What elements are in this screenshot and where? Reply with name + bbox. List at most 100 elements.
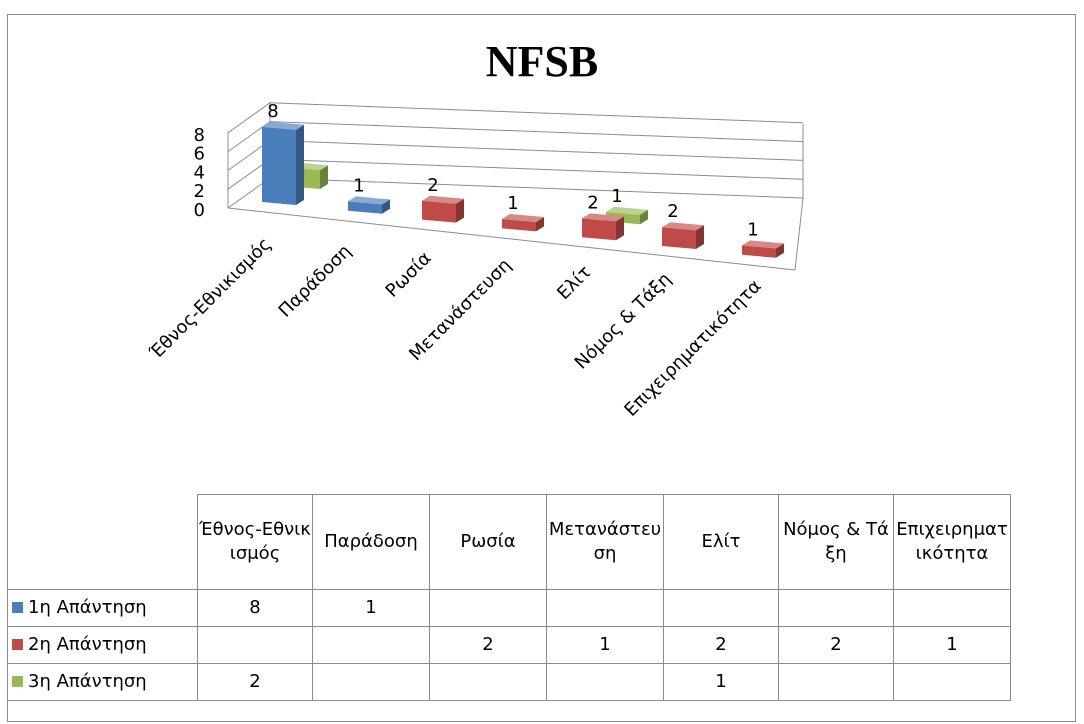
bar-1-5 <box>662 222 704 249</box>
table-cell-1-0 <box>197 626 313 664</box>
table-cell-0-3 <box>546 589 664 627</box>
table-header-row: Έθνος-Εθνικισμός Παράδοση Ρωσία Μετανάστευσ… <box>7 494 1011 590</box>
legend-swatch <box>12 676 23 687</box>
table-row: 1η Απάντηση 8 1 <box>7 589 1011 627</box>
table-row: 2η Απάντηση 2 1 2 2 1 <box>7 626 1011 664</box>
bar-front <box>582 218 616 241</box>
y-tick-label-2: 2 <box>194 181 205 202</box>
data-label-0-0: 8 <box>267 101 278 122</box>
table-cell-1-3: 1 <box>546 626 664 664</box>
table-cell-2-1 <box>312 663 430 701</box>
bar-top <box>422 195 464 204</box>
data-label-1-5: 2 <box>667 201 678 222</box>
data-label-1-4: 2 <box>587 192 598 213</box>
bar-1-4 <box>582 213 624 241</box>
gridline-back-8 <box>269 102 804 124</box>
data-table: Έθνος-Εθνικισμός Παράδοση Ρωσία Μετανάστευσ… <box>7 494 1011 701</box>
table-cell-2-5 <box>778 663 894 701</box>
gridline-back-4 <box>269 139 804 161</box>
table-header-1: Παράδοση <box>312 494 430 590</box>
bar-front <box>348 201 382 214</box>
bar-front <box>742 245 776 258</box>
table-cell-0-1: 1 <box>312 589 430 627</box>
bar-side <box>320 165 328 189</box>
bar-side <box>776 243 784 258</box>
legend-entry-1: 2η Απάντηση <box>7 626 198 664</box>
table-cell-1-1 <box>312 626 430 664</box>
bar-top <box>582 213 624 222</box>
data-label-1-6: 1 <box>747 219 758 240</box>
table-cell-0-0: 8 <box>197 589 313 627</box>
floor-front-edge <box>227 207 796 271</box>
table-header-4: Ελίτ <box>663 494 779 590</box>
table-cell-0-4 <box>663 589 779 627</box>
gridline-back-0 <box>269 177 804 199</box>
bar-front <box>262 126 296 205</box>
bar-1-6 <box>742 240 784 258</box>
data-label-1-2: 2 <box>427 175 438 196</box>
bar-top <box>606 206 648 215</box>
legend-label: 1η Απάντηση <box>28 597 147 618</box>
bar-top <box>348 196 390 205</box>
table-header-6: Επιχειρηματικότητα <box>893 494 1011 590</box>
y-tick-label-8: 8 <box>194 125 205 146</box>
floor-right-edge <box>794 197 804 271</box>
table-cell-2-3 <box>546 663 664 701</box>
x-tick-label-2: Ρωσία <box>382 248 436 302</box>
table-header-5: Νόμος & Τάξη <box>778 494 894 590</box>
table-header-0: Έθνος-Εθνικισμός <box>197 494 313 590</box>
table-corner <box>7 494 198 590</box>
gridline-back-2 <box>269 158 804 180</box>
chart-plot: 02468218121221Έθνος-ΕθνικισμόςΠαράδοσηΡω… <box>145 101 804 421</box>
bar-side <box>382 199 390 214</box>
table-row: 3η Απάντηση 2 1 <box>7 663 1011 701</box>
bar-front <box>422 200 456 223</box>
plot-area <box>227 102 804 271</box>
bar-0-0 <box>262 121 304 205</box>
table-cell-1-6: 1 <box>893 626 1011 664</box>
legend-label: 2η Απάντηση <box>28 634 147 655</box>
gridline-side-8 <box>227 102 271 134</box>
bar-side <box>536 217 544 232</box>
bar-top <box>662 222 704 231</box>
bar-front <box>662 227 696 249</box>
table-header-3: Μετανάστευση <box>546 494 664 590</box>
data-label-1-3: 1 <box>507 193 518 214</box>
table-cell-0-5 <box>778 589 894 627</box>
bar-top <box>742 240 784 249</box>
legend-label: 3η Απάντηση <box>28 671 147 692</box>
table-cell-2-2 <box>429 663 547 701</box>
table-cell-1-4: 2 <box>663 626 779 664</box>
y-tick-label-6: 6 <box>194 144 205 165</box>
bar-side <box>296 124 304 205</box>
legend-entry-2: 3η Απάντηση <box>7 663 198 701</box>
legend-entry-0: 1η Απάντηση <box>7 589 198 627</box>
data-label-0-1: 1 <box>353 175 364 196</box>
bar-top <box>262 121 304 130</box>
y-tick-label-4: 4 <box>194 162 205 183</box>
bar-0-1 <box>348 196 390 214</box>
bar-side <box>456 198 464 223</box>
legend-swatch <box>12 602 23 613</box>
bar-1-3 <box>502 214 544 232</box>
bar-side <box>696 225 704 249</box>
table-cell-2-4: 1 <box>663 663 779 701</box>
x-tick-label-4: Ελίτ <box>553 262 595 304</box>
table-cell-1-2: 2 <box>429 626 547 664</box>
bar-front <box>502 219 536 232</box>
table-cell-1-5: 2 <box>778 626 894 664</box>
table-cell-2-0: 2 <box>197 663 313 701</box>
bar-1-2 <box>422 195 464 223</box>
bar-side <box>616 216 624 241</box>
chart-title: NFSB <box>485 37 599 86</box>
table-cell-0-2 <box>429 589 547 627</box>
table-header-2: Ρωσία <box>429 494 547 590</box>
bar-side <box>640 209 648 225</box>
data-label-2-4: 1 <box>611 186 622 207</box>
x-tick-label-0: Έθνος-Εθνικισμός <box>145 234 275 364</box>
bar-top <box>502 214 544 222</box>
gridline-back-6 <box>269 121 804 143</box>
table-cell-0-6 <box>893 589 1011 627</box>
legend-swatch <box>12 639 23 650</box>
x-tick-label-1: Παράδοση <box>275 241 356 322</box>
